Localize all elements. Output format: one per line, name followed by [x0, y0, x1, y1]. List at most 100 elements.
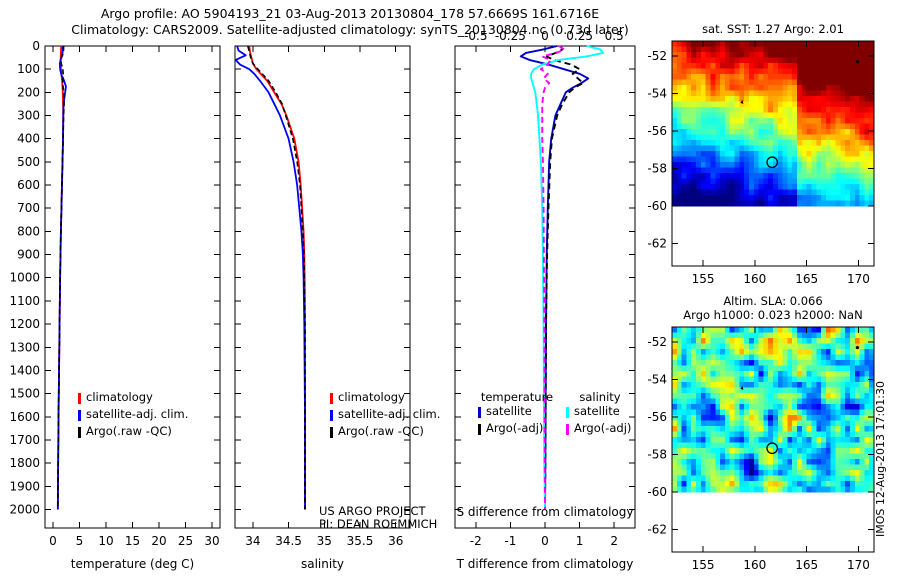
map-cell	[806, 409, 813, 416]
map-cell	[821, 167, 827, 174]
map-cell	[869, 360, 875, 367]
map-cell	[696, 52, 702, 59]
map-cell	[811, 79, 817, 86]
map-cell	[720, 354, 726, 361]
map-cell	[792, 57, 798, 64]
map-cell	[782, 409, 789, 416]
map-cell	[782, 162, 789, 169]
map-cell	[777, 79, 784, 86]
map-cell	[777, 145, 784, 152]
map-cell	[854, 79, 861, 86]
map-cell	[748, 101, 755, 108]
map-cell	[797, 46, 803, 53]
map-cell	[821, 360, 827, 367]
map-cell	[797, 151, 803, 158]
map-cell	[869, 184, 875, 191]
map-cell	[806, 101, 813, 108]
map-cell	[801, 74, 808, 81]
map-cell	[806, 129, 813, 136]
map-cell	[830, 123, 837, 130]
map-cell	[705, 398, 712, 405]
map-cell	[753, 79, 760, 86]
map-cell	[748, 200, 755, 207]
map-cell	[744, 332, 750, 339]
map-cell	[710, 63, 716, 70]
map-cell	[840, 393, 846, 400]
map-cell	[825, 107, 832, 114]
map-cell	[739, 437, 745, 444]
map-cell	[864, 382, 870, 389]
map-cell	[845, 134, 851, 141]
map-cell	[705, 41, 712, 48]
map-cell	[672, 178, 678, 185]
map-cell	[845, 189, 851, 196]
map-cell	[782, 420, 789, 427]
map-cell	[869, 74, 875, 81]
map-cell	[686, 173, 692, 180]
map-cell	[724, 79, 731, 86]
map-cell	[854, 404, 861, 411]
map-cell	[869, 415, 875, 422]
map-cell	[686, 195, 692, 202]
map-cell	[672, 404, 678, 411]
map-cell	[782, 437, 789, 444]
map-cell	[811, 360, 817, 367]
map-cell	[758, 404, 764, 411]
map-cell	[763, 420, 769, 427]
map-cell	[787, 189, 793, 196]
map-cell	[797, 68, 803, 75]
map-cell	[825, 459, 832, 466]
map-cell	[845, 96, 851, 103]
map-cell	[782, 123, 789, 130]
map-cell	[734, 140, 740, 147]
map-cell	[715, 178, 721, 185]
map-cell	[773, 453, 779, 460]
map-cell	[864, 57, 870, 64]
map-cell	[792, 134, 798, 141]
map-cell	[816, 178, 822, 185]
map-cell	[869, 486, 875, 493]
map-cell	[734, 167, 740, 174]
map-cell	[724, 96, 731, 103]
map-cell	[696, 140, 702, 147]
map-cell	[825, 393, 832, 400]
map-cell	[763, 481, 769, 488]
map-cell	[806, 167, 813, 174]
map-cell	[700, 68, 707, 75]
map-cell	[830, 129, 837, 136]
map-cell	[811, 52, 817, 59]
map-cell	[859, 382, 865, 389]
map-cell	[835, 415, 841, 422]
map-cell	[854, 360, 861, 367]
map-cell	[835, 167, 841, 174]
map-cell	[859, 431, 865, 438]
map-cell	[729, 332, 736, 339]
map-cell	[724, 41, 731, 48]
map-cell	[729, 178, 736, 185]
map-cell	[681, 52, 688, 59]
map-cell	[686, 349, 692, 356]
map-cell	[700, 134, 707, 141]
map-cell	[801, 129, 808, 136]
map-cell	[849, 167, 856, 174]
map-cell	[773, 376, 779, 383]
map-cell	[787, 57, 793, 64]
map-cell	[724, 343, 731, 350]
map-cell	[739, 464, 745, 471]
depth-tick-label: 500	[17, 155, 40, 169]
map-cell	[763, 112, 769, 119]
map-cell	[869, 57, 875, 64]
map-cell	[676, 134, 683, 141]
map-cell	[763, 332, 769, 339]
map-cell	[691, 475, 697, 482]
map-cell	[830, 41, 837, 48]
x-tick-label: 2	[610, 534, 618, 548]
x-tick-label: -0.5	[464, 29, 487, 43]
map-cell	[869, 156, 875, 163]
map-cell	[811, 475, 817, 482]
map-cell	[830, 63, 837, 70]
map-cell	[845, 382, 851, 389]
map-cell	[672, 96, 678, 103]
map-cell	[676, 167, 683, 174]
map-cell	[724, 415, 731, 422]
